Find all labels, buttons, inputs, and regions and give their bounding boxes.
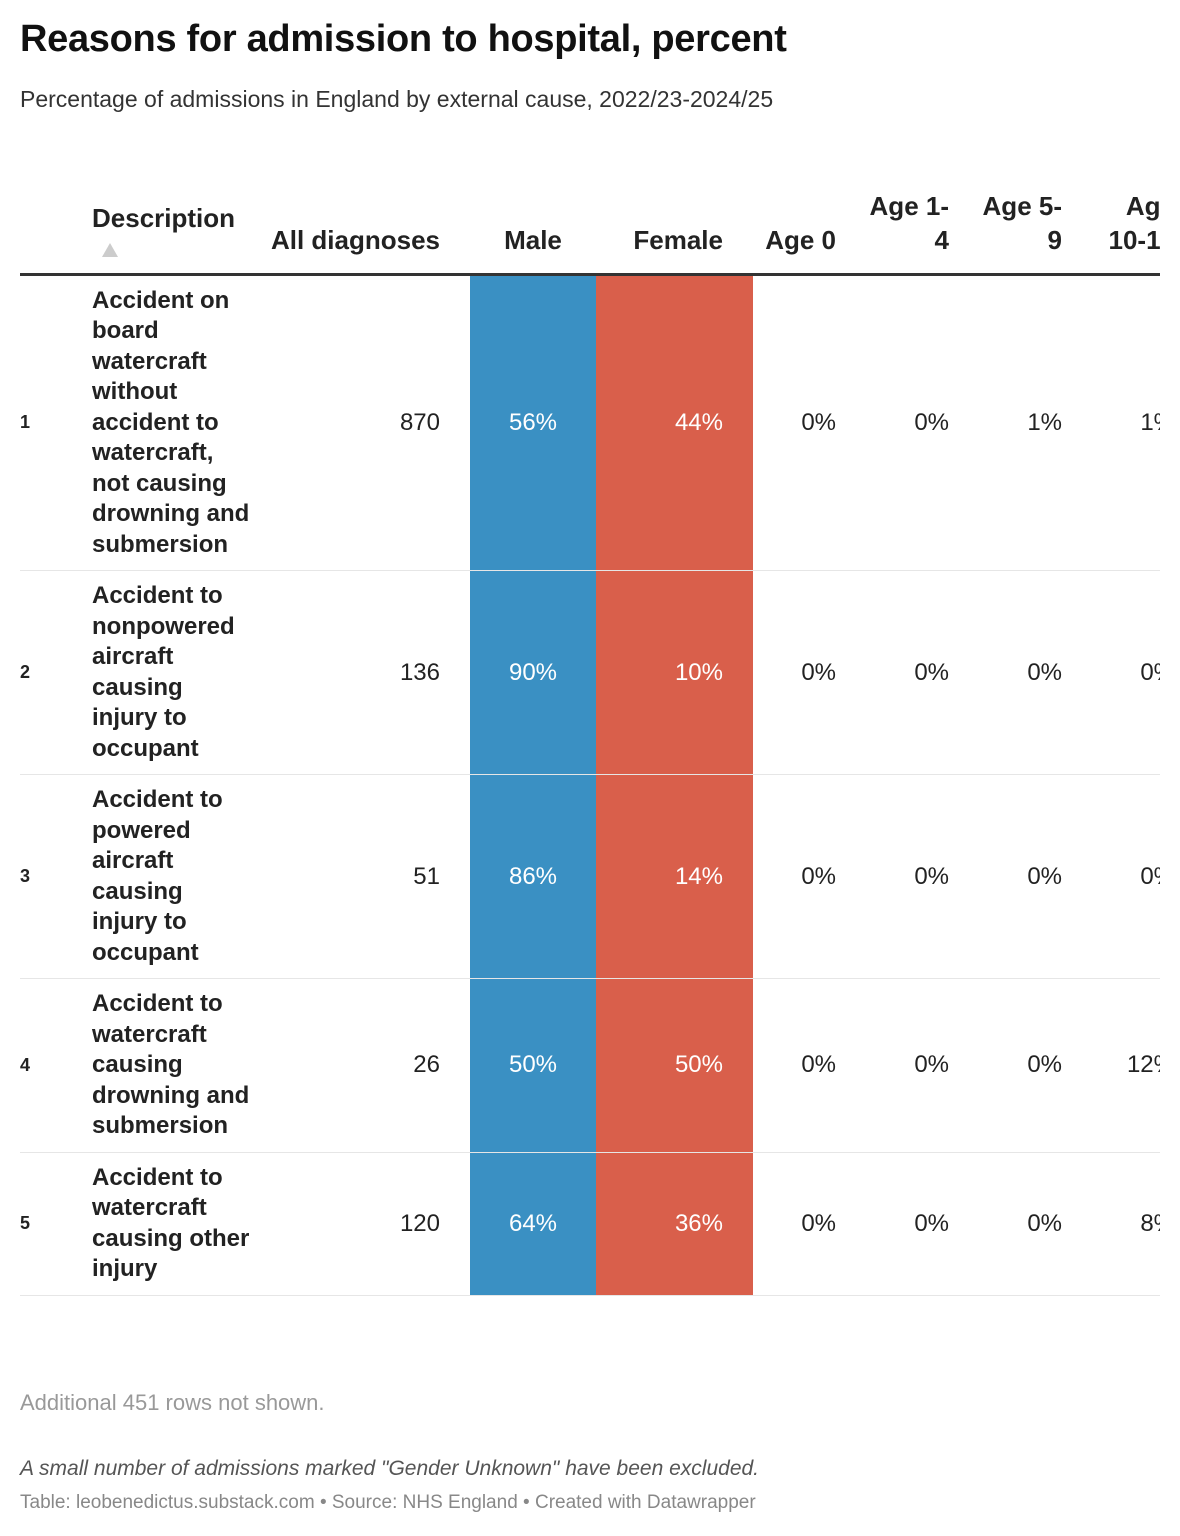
table-cell: 51 xyxy=(260,774,470,979)
table-row: 2 Accident to nonpowered aircraft causing… xyxy=(20,570,1160,775)
column-header[interactable]: Age 0 xyxy=(753,160,866,276)
table-cell: 0% xyxy=(979,1152,1092,1296)
table-cell: 0% xyxy=(979,774,1092,979)
row-number: 4 xyxy=(20,978,92,1153)
subtitle: Percentage of admissions in England by e… xyxy=(20,86,774,112)
table-cell: 14% xyxy=(596,774,753,979)
table-cell: 56% xyxy=(470,274,596,571)
column-header-text: Age 0 xyxy=(765,224,836,255)
table-cell: 90% xyxy=(470,570,596,775)
table-cell: 0% xyxy=(1092,570,1160,775)
table-cell: 0% xyxy=(979,978,1092,1153)
table-cell: 26 xyxy=(260,978,470,1153)
more-rows: Additional 451 rows not shown. xyxy=(20,1390,325,1415)
row-number: 5 xyxy=(20,1152,92,1296)
header-cell xyxy=(20,160,92,276)
table-cell: 50% xyxy=(470,978,596,1153)
table-cell: 0% xyxy=(979,570,1092,775)
note: A small number of admissions marked "Gen… xyxy=(20,1457,760,1480)
table-cell: 120 xyxy=(260,1152,470,1296)
row-number: 3 xyxy=(20,774,92,979)
header-row: Description All diagnoses Male Female Age 0 A… xyxy=(20,160,1161,276)
column-header-text: Age 10-14 xyxy=(1108,190,1161,255)
row-number: 1 xyxy=(20,274,92,571)
table-cell: 36% xyxy=(596,1152,753,1296)
table-cell: 8% xyxy=(1092,1152,1160,1296)
sort-arrow xyxy=(102,242,118,257)
table-body: 1 Accident on board watercraft without ac… xyxy=(20,274,1160,1296)
table-cell: 12% xyxy=(1092,978,1160,1153)
table-cell: 10% xyxy=(596,570,753,775)
table-cell: 0% xyxy=(753,1152,866,1296)
table-cell: 0% xyxy=(866,978,979,1153)
table-row: 4 Accident to watercraft causing drowning… xyxy=(20,978,1160,1153)
column-header-text: Male xyxy=(504,224,562,255)
column-header[interactable]: Description xyxy=(92,160,260,276)
table-wrap: Description All diagnoses Male Female Age 0 A… xyxy=(20,160,1160,1296)
table-cell: Accident to watercraft causing drowning … xyxy=(92,978,260,1153)
table-cell: 50% xyxy=(596,978,753,1153)
table-cell: 64% xyxy=(470,1152,596,1296)
table-cell: 86% xyxy=(470,774,596,979)
table-cell: 0% xyxy=(866,774,979,979)
column-header[interactable]: All diagnoses xyxy=(260,160,470,276)
table-cell: 1% xyxy=(979,274,1092,571)
table-cell: Accident on board watercraft without acc… xyxy=(92,274,260,571)
table-cell: 0% xyxy=(753,274,866,571)
table-cell: 0% xyxy=(866,1152,979,1296)
column-header[interactable]: Female xyxy=(596,160,753,276)
table-cell: 0% xyxy=(753,774,866,979)
column-header-text: Age 5-9 xyxy=(982,190,1062,255)
table-cell: 44% xyxy=(596,274,753,571)
table-row: 1 Accident on board watercraft without ac… xyxy=(20,274,1160,571)
table-row: 3 Accident to powered aircraft causing in… xyxy=(20,774,1160,979)
table-row: 5 Accident to watercraft causing other in… xyxy=(20,1152,1160,1296)
column-header[interactable]: Age 5-9 xyxy=(979,160,1092,276)
table-cell: 0% xyxy=(1092,774,1160,979)
table-cell: 136 xyxy=(260,570,470,775)
table-cell: Accident to nonpowered aircraft causing … xyxy=(92,570,260,775)
column-header[interactable]: Male xyxy=(470,160,596,276)
table: Description All diagnoses Male Female Age 0 A… xyxy=(20,160,1160,1296)
table-cell: Accident to watercraft causing other inj… xyxy=(92,1152,260,1296)
table-cell: 0% xyxy=(753,570,866,775)
column-header-text: Description xyxy=(92,202,236,233)
column-header[interactable]: Age 1-4 xyxy=(866,160,979,276)
column-header-text: Age 1-4 xyxy=(869,190,949,255)
title: Reasons for admission to hospital, perce… xyxy=(20,18,787,60)
credit: Table: leobenedictus.substack.com • Sour… xyxy=(20,1492,756,1513)
table-cell: 1% xyxy=(1092,274,1160,571)
column-header-text: Female xyxy=(633,224,723,255)
table-cell: Accident to powered aircraft causing inj… xyxy=(92,774,260,979)
column-header[interactable]: Age 10-14 xyxy=(1092,160,1161,276)
table-cell: 0% xyxy=(866,570,979,775)
table-cell: 0% xyxy=(866,274,979,571)
table-cell: 0% xyxy=(753,978,866,1153)
column-header-text: All diagnoses xyxy=(270,224,440,255)
table-cell: 870 xyxy=(260,274,470,571)
row-number: 2 xyxy=(20,570,92,775)
